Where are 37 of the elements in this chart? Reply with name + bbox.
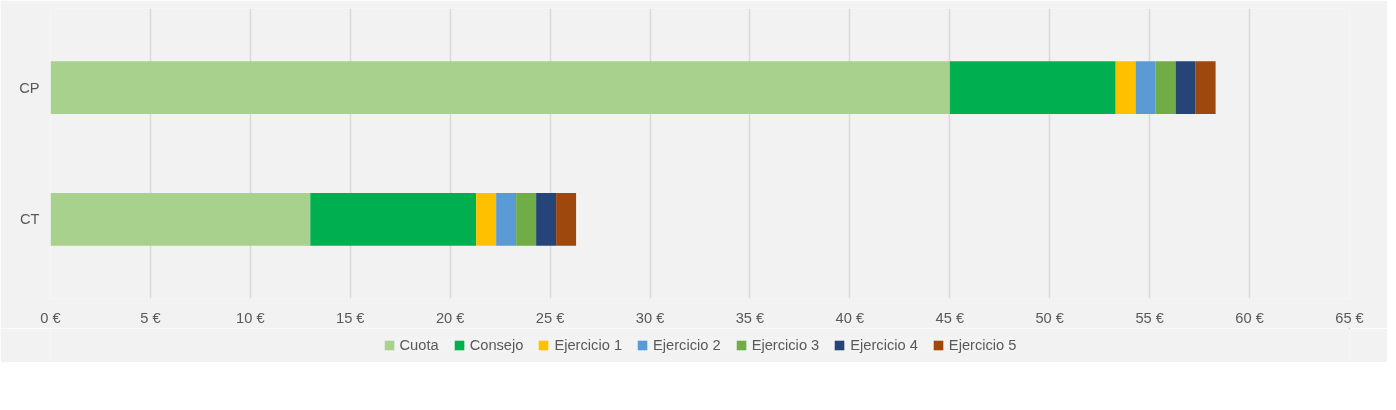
y-tick-label: CT (19, 211, 40, 228)
legend-label: Ejercicio 2 (653, 337, 721, 353)
legend-label: Ejercicio 1 (554, 337, 623, 353)
x-tick-label: 35 € (735, 309, 765, 326)
bar (1195, 61, 1216, 114)
y-tick-label: CP (19, 79, 40, 96)
x-tick-label: 10 € (236, 309, 265, 326)
legend-label: Cuota (399, 337, 439, 353)
bar (1155, 61, 1176, 114)
x-tick-label: 15 € (336, 309, 365, 326)
x-tick-label: 45 € (935, 309, 965, 326)
bar (536, 193, 557, 246)
bar (50, 61, 950, 114)
x-tick-label: 0 € (40, 309, 61, 326)
bar (50, 193, 311, 246)
legend-label: Consejo (469, 337, 524, 353)
bar (1175, 61, 1196, 114)
x-tick-label: 20 € (435, 309, 465, 326)
x-tick-label: 65 € (1335, 309, 1364, 326)
x-tick-label: 55 € (1135, 309, 1164, 326)
bar (949, 61, 1116, 114)
bar (310, 193, 477, 246)
bar (496, 193, 517, 246)
bar (1135, 61, 1156, 114)
bar (1115, 61, 1136, 114)
x-tick-label: 60 € (1235, 309, 1264, 326)
x-tick-label: 30 € (635, 309, 665, 326)
bar (516, 193, 537, 246)
x-tick-label: 25 € (535, 309, 565, 326)
bar (476, 193, 497, 246)
legend-label: Ejercicio 4 (850, 337, 918, 353)
bar (556, 193, 577, 246)
x-tick-label: 5 € (140, 309, 161, 326)
legend-label: Ejercicio 5 (948, 337, 1017, 353)
x-tick-label: 40 € (835, 309, 865, 326)
x-tick-label: 50 € (1035, 309, 1064, 326)
legend-label: Ejercicio 3 (751, 337, 820, 353)
